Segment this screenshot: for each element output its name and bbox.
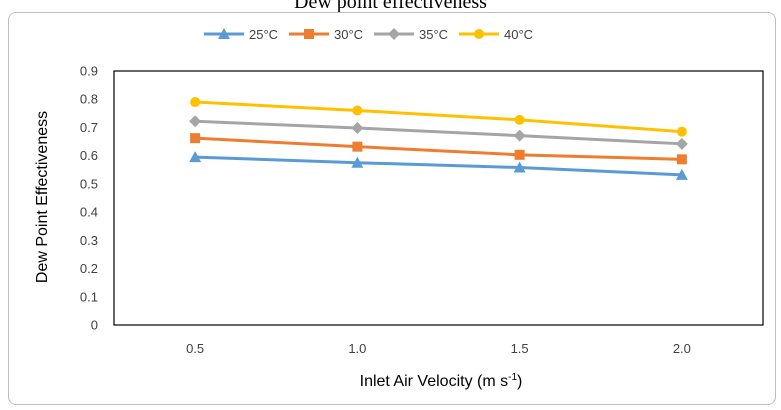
legend-label: 40°C [504, 27, 533, 42]
y-tick-label: 0.5 [80, 176, 98, 191]
y-axis-title: Dew Point Effectiveness [34, 111, 51, 283]
series-line [195, 119, 682, 146]
x-axis-title-superscript: -1 [508, 372, 517, 383]
series-line [195, 100, 682, 134]
x-tick-label: 1.5 [511, 341, 529, 356]
legend-marker [304, 29, 314, 39]
series-group [190, 133, 687, 165]
series-line [195, 136, 682, 161]
data-point [190, 97, 201, 108]
data-point [513, 161, 526, 173]
legend-label: 30°C [334, 27, 363, 42]
data-point [189, 151, 202, 163]
data-point [352, 141, 363, 152]
x-tick-label: 2.0 [673, 341, 691, 356]
legend-item: 25°C [204, 27, 278, 42]
y-tick-label: 0.1 [80, 289, 98, 304]
x-tick-label: 1.0 [348, 341, 366, 356]
data-point [514, 114, 525, 125]
data-point [676, 154, 687, 165]
data-point [351, 156, 364, 168]
cropped-heading-text: Dew point effectiveness [294, 0, 487, 13]
data-point [675, 137, 688, 150]
legend-item: 30°C [289, 27, 363, 42]
legend-marker [474, 29, 484, 39]
x-axis-ticks: 0.5 1.0 1.5 2.0 [186, 341, 691, 356]
series-line [195, 155, 682, 177]
x-axis-title-main: Inlet Air Velocity (m s [360, 373, 509, 390]
y-tick-label: 0.9 [80, 64, 98, 79]
y-tick-label: 0.2 [80, 261, 98, 276]
data-point [189, 115, 202, 128]
x-axis-title: Inlet Air Velocity (m s-1) [360, 372, 523, 390]
series-group [189, 151, 688, 180]
y-axis-ticks: 0 0.1 0.2 0.3 0.4 0.5 0.6 0.7 0.8 0.9 [80, 64, 98, 333]
y-tick-label: 0.8 [80, 92, 98, 107]
data-point [675, 168, 688, 180]
chart-frame [8, 12, 776, 405]
series-layer [189, 97, 688, 180]
y-tick-label: 0.7 [80, 120, 98, 135]
data-point [190, 133, 201, 144]
legend-label: 25°C [249, 27, 278, 42]
y-tick-label: 0.6 [80, 148, 98, 163]
data-point [676, 126, 687, 137]
legend: 25°C 30°C 35°C 40°C [204, 27, 533, 42]
plot-area [113, 70, 764, 326]
legend-marker [218, 28, 230, 39]
data-point [514, 149, 525, 160]
y-tick-label: 0 [91, 318, 98, 333]
y-tick-label: 0.3 [80, 233, 98, 248]
series-group [190, 97, 687, 137]
legend-marker [388, 28, 400, 40]
x-axis-title-suffix: ) [517, 373, 522, 390]
legend-item: 35°C [374, 27, 448, 42]
series-group [189, 115, 688, 150]
data-point [351, 122, 364, 135]
y-tick-label: 0.4 [80, 205, 98, 220]
data-point [513, 129, 526, 142]
legend-item: 40°C [459, 27, 533, 42]
x-tick-label: 0.5 [186, 341, 204, 356]
data-point [352, 105, 363, 116]
legend-label: 35°C [419, 27, 448, 42]
